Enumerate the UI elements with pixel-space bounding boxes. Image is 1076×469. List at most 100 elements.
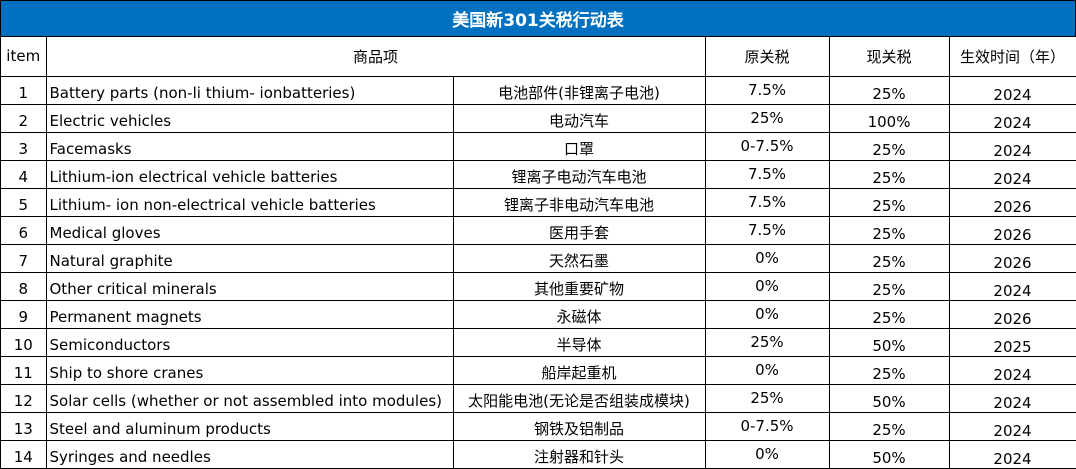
row-original-tariff: 0% [705, 244, 830, 273]
row-original-tariff: 7.5% [705, 76, 830, 105]
header-row: item 商品项 原关税 现关税 生效时间（年） [1, 37, 1076, 77]
row-product-english: Other critical minerals [46, 272, 454, 301]
table-row: 10 Semiconductors 半导体 25% 50% 2025 [1, 328, 1076, 357]
table-row: 6 Medical gloves 医用手套 7.5% 25% 2026 [1, 216, 1076, 245]
row-item-number: 12 [1, 384, 47, 413]
row-item-number: 1 [1, 76, 47, 105]
header-effective-year: 生效时间（年） [949, 37, 1076, 77]
table-row: 12 Solar cells (whether or not assembled … [1, 384, 1076, 413]
row-current-tariff: 25% [829, 412, 950, 441]
row-product-english: Facemasks [46, 132, 454, 161]
row-product-english: Battery parts (non-li thium- ionbatterie… [46, 76, 454, 105]
header-product: 商品项 [46, 37, 706, 77]
row-current-tariff: 50% [829, 440, 950, 469]
row-original-tariff: 0% [705, 272, 830, 301]
row-product-chinese: 注射器和针头 [453, 440, 706, 469]
table-row: 8 Other critical minerals 其他重要矿物 0% 25% 2024 [1, 272, 1076, 301]
row-product-chinese: 钢铁及铝制品 [453, 412, 706, 441]
row-product-english: Ship to shore cranes [46, 356, 454, 385]
row-product-english: Lithium- ion non-electrical vehicle batt… [46, 188, 454, 217]
row-original-tariff: 25% [705, 104, 830, 133]
row-item-number: 10 [1, 328, 47, 357]
table-row: 5 Lithium- ion non-electrical vehicle bat… [1, 188, 1076, 217]
row-product-chinese: 电动汽车 [453, 104, 706, 133]
table-row: 3 Facemasks 口罩 0-7.5% 25% 2024 [1, 132, 1076, 161]
tariff-table: item 商品项 原关税 现关税 生效时间（年） 1 Battery parts … [1, 37, 1076, 469]
row-product-chinese: 永磁体 [453, 300, 706, 329]
row-product-chinese: 锂离子非电动汽车电池 [453, 188, 706, 217]
row-original-tariff: 0-7.5% [705, 132, 830, 161]
row-current-tariff: 100% [829, 104, 950, 133]
row-effective-year: 2024 [949, 412, 1076, 441]
row-item-number: 3 [1, 132, 47, 161]
row-product-chinese: 半导体 [453, 328, 706, 357]
table-row: 9 Permanent magnets 永磁体 0% 25% 2026 [1, 300, 1076, 329]
table-row: 7 Natural graphite 天然石墨 0% 25% 2026 [1, 244, 1076, 273]
row-current-tariff: 25% [829, 244, 950, 273]
row-effective-year: 2025 [949, 328, 1076, 357]
row-effective-year: 2024 [949, 104, 1076, 133]
table-row: 14 Syringes and needles 注射器和针头 0% 50% 2024 [1, 440, 1076, 469]
row-product-english: Lithium-ion electrical vehicle batteries [46, 160, 454, 189]
row-effective-year: 2026 [949, 188, 1076, 217]
row-current-tariff: 25% [829, 160, 950, 189]
row-product-english: Permanent magnets [46, 300, 454, 329]
row-current-tariff: 50% [829, 384, 950, 413]
row-original-tariff: 25% [705, 328, 830, 357]
row-product-english: Solar cells (whether or not assembled in… [46, 384, 454, 413]
row-current-tariff: 25% [829, 76, 950, 105]
row-product-english: Electric vehicles [46, 104, 454, 133]
row-original-tariff: 7.5% [705, 160, 830, 189]
row-product-chinese: 医用手套 [453, 216, 706, 245]
row-effective-year: 2024 [949, 356, 1076, 385]
row-product-english: Semiconductors [46, 328, 454, 357]
table-row: 4 Lithium-ion electrical vehicle batterie… [1, 160, 1076, 189]
row-effective-year: 2026 [949, 244, 1076, 273]
row-current-tariff: 50% [829, 328, 950, 357]
row-product-chinese: 其他重要矿物 [453, 272, 706, 301]
row-effective-year: 2024 [949, 272, 1076, 301]
row-item-number: 2 [1, 104, 47, 133]
row-product-english: Medical gloves [46, 216, 454, 245]
row-product-english: Natural graphite [46, 244, 454, 273]
row-effective-year: 2026 [949, 216, 1076, 245]
header-current-tariff: 现关税 [829, 37, 950, 77]
row-effective-year: 2024 [949, 440, 1076, 469]
row-product-chinese: 口罩 [453, 132, 706, 161]
row-product-english: Syringes and needles [46, 440, 454, 469]
row-item-number: 14 [1, 440, 47, 469]
row-current-tariff: 25% [829, 132, 950, 161]
row-original-tariff: 0% [705, 356, 830, 385]
row-effective-year: 2024 [949, 160, 1076, 189]
row-current-tariff: 25% [829, 216, 950, 245]
row-original-tariff: 0-7.5% [705, 412, 830, 441]
row-item-number: 5 [1, 188, 47, 217]
row-item-number: 11 [1, 356, 47, 385]
table-row: 13 Steel and aluminum products 钢铁及铝制品 0-7.5… [1, 412, 1076, 441]
row-current-tariff: 25% [829, 272, 950, 301]
row-original-tariff: 7.5% [705, 216, 830, 245]
row-original-tariff: 0% [705, 440, 830, 469]
row-product-chinese: 锂离子电动汽车电池 [453, 160, 706, 189]
row-item-number: 9 [1, 300, 47, 329]
row-effective-year: 2024 [949, 132, 1076, 161]
row-current-tariff: 25% [829, 356, 950, 385]
row-item-number: 8 [1, 272, 47, 301]
header-original-tariff: 原关税 [705, 37, 830, 77]
row-effective-year: 2024 [949, 384, 1076, 413]
table-row: 11 Ship to shore cranes 船岸起重机 0% 25% 2024 [1, 356, 1076, 385]
row-product-english: Steel and aluminum products [46, 412, 454, 441]
row-effective-year: 2024 [949, 76, 1076, 105]
row-product-chinese: 电池部件(非锂离子电池) [453, 76, 706, 105]
row-effective-year: 2026 [949, 300, 1076, 329]
header-item: item [1, 37, 47, 77]
table-title: 美国新301关税行动表 [1, 1, 1076, 37]
row-original-tariff: 25% [705, 384, 830, 413]
row-item-number: 7 [1, 244, 47, 273]
row-product-chinese: 天然石墨 [453, 244, 706, 273]
table-row: 1 Battery parts (non-li thium- ionbatteri… [1, 76, 1076, 105]
row-item-number: 4 [1, 160, 47, 189]
row-original-tariff: 0% [705, 300, 830, 329]
row-item-number: 6 [1, 216, 47, 245]
